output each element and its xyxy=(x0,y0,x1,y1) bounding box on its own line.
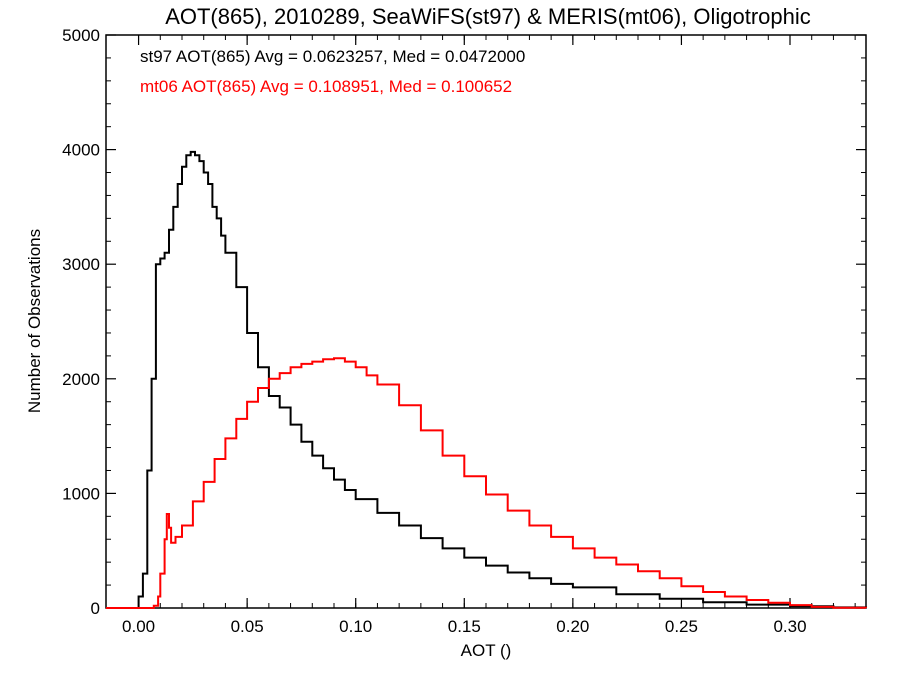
y-tick-label: 1000 xyxy=(62,484,100,503)
y-tick-label: 2000 xyxy=(62,370,100,389)
plot-frame xyxy=(105,34,867,609)
y-tick-label: 3000 xyxy=(62,255,100,274)
y-tick-label: 0 xyxy=(91,599,100,618)
x-tick-label: 0.25 xyxy=(665,617,698,636)
chart-title: AOT(865), 2010289, SeaWiFS(st97) & MERIS… xyxy=(165,4,811,29)
x-tick-label: 0.30 xyxy=(773,617,806,636)
y-axis-label: Number of Observations xyxy=(25,229,44,413)
annotation-st97: st97 AOT(865) Avg = 0.0623257, Med = 0.0… xyxy=(140,47,525,66)
y-axis: 0 1000 2000 3000 4000 5000 xyxy=(62,26,866,618)
series-line-0 xyxy=(106,150,867,609)
series-layer xyxy=(106,150,867,609)
y-tick-label: 4000 xyxy=(62,141,100,160)
x-axis: 0.00 0.05 0.10 0.15 0.20 0.25 0.30 xyxy=(122,35,856,636)
x-tick-label: 0.20 xyxy=(556,617,589,636)
x-tick-label: 0.05 xyxy=(231,617,264,636)
annotation-mt06: mt06 AOT(865) Avg = 0.108951, Med = 0.10… xyxy=(140,77,512,96)
x-tick-label: 0.10 xyxy=(339,617,372,636)
y-tick-label: 5000 xyxy=(62,26,100,45)
series-line-1 xyxy=(106,357,867,609)
x-tick-label: 0.00 xyxy=(122,617,155,636)
x-tick-label: 0.15 xyxy=(448,617,481,636)
x-axis-label: AOT () xyxy=(461,641,512,660)
